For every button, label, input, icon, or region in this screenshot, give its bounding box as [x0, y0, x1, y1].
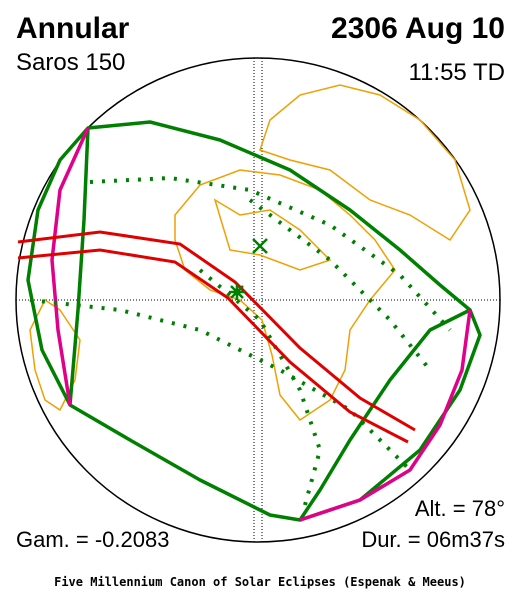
magnitude-lines	[29, 175, 452, 506]
altitude: Alt. = 78°	[415, 496, 505, 521]
markers	[229, 238, 268, 300]
rise-set-curves	[50, 127, 472, 522]
credit: Five Millennium Canon of Solar Eclipses …	[54, 575, 466, 589]
date: 2306 Aug 10	[331, 12, 505, 45]
saros: Saros 150	[16, 49, 125, 76]
duration: Dur. = 06m37s	[361, 527, 505, 552]
central-path	[17, 230, 416, 444]
time: 11:55 TD	[408, 59, 505, 86]
eclipse-type: Annular	[16, 12, 130, 45]
gamma: Gam. = -0.2083	[16, 527, 169, 552]
